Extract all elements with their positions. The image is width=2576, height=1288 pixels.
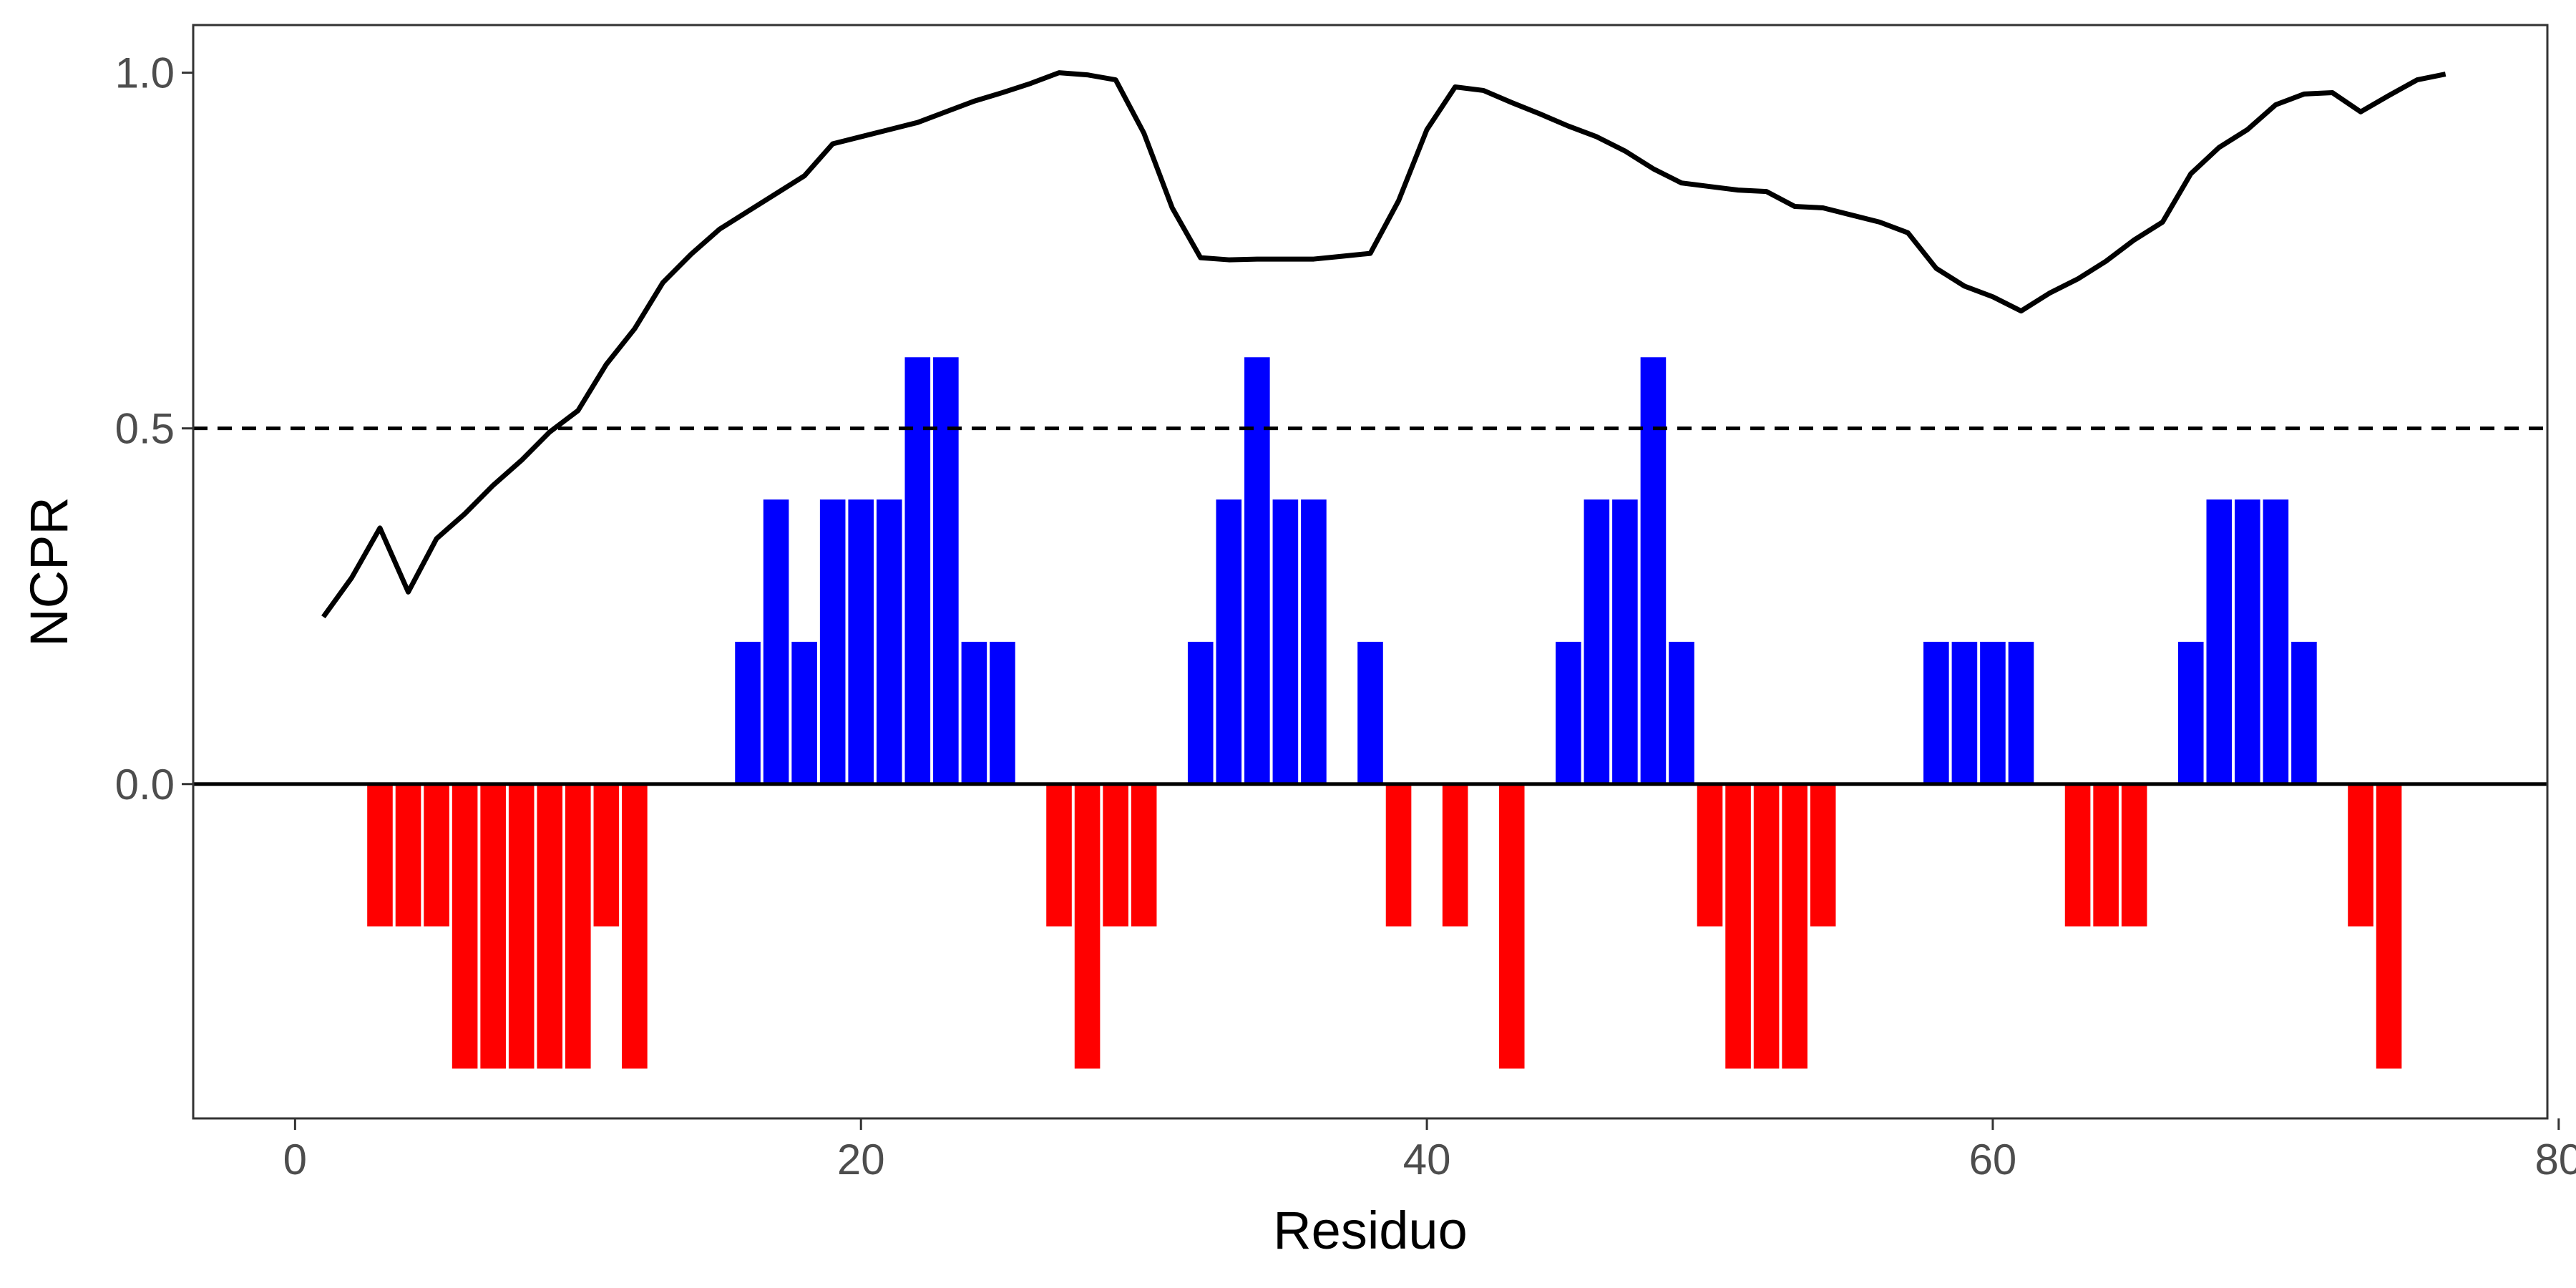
negative-bar bbox=[480, 784, 506, 1069]
negative-bar bbox=[395, 784, 421, 927]
positive-bar bbox=[1923, 641, 1949, 784]
y-tick-label: 0.5 bbox=[115, 405, 175, 453]
negative-bar bbox=[565, 784, 591, 1069]
positive-bar bbox=[2177, 641, 2204, 784]
negative-bar bbox=[1782, 784, 1807, 1069]
negative-bar bbox=[2064, 784, 2091, 927]
bars-layer bbox=[367, 357, 2402, 1069]
negative-bar bbox=[1498, 784, 1525, 1069]
positive-bar bbox=[1357, 641, 1383, 784]
positive-bar bbox=[1669, 641, 1694, 784]
positive-bar bbox=[2263, 499, 2289, 784]
positive-bar bbox=[1272, 499, 1299, 784]
y-tick-label: 1.0 bbox=[115, 49, 175, 97]
negative-bar bbox=[1753, 784, 1780, 1069]
positive-bar bbox=[2206, 499, 2233, 784]
negative-bar bbox=[1385, 784, 1412, 927]
negative-bar bbox=[1046, 784, 1072, 927]
negative-bar bbox=[1103, 784, 1128, 927]
positive-bar bbox=[1951, 641, 1978, 784]
positive-bar bbox=[904, 357, 931, 784]
positive-bar bbox=[961, 641, 987, 784]
positive-bar bbox=[1244, 357, 1270, 784]
positive-bar bbox=[848, 499, 874, 784]
negative-bar bbox=[1131, 784, 1157, 927]
x-tick-label: 60 bbox=[1969, 1136, 2017, 1184]
negative-bar bbox=[1725, 784, 1751, 1069]
positive-bar bbox=[990, 641, 1015, 784]
positive-bar bbox=[1216, 499, 1242, 784]
positive-bar bbox=[2008, 641, 2034, 784]
positive-bar bbox=[2291, 641, 2317, 784]
x-axis: 0 20 40 60 80 bbox=[283, 1118, 2576, 1184]
negative-bar bbox=[2348, 784, 2373, 927]
positive-bar bbox=[2235, 499, 2260, 784]
positive-bar bbox=[1640, 357, 1667, 784]
positive-bar bbox=[1980, 641, 2006, 784]
x-tick-label: 20 bbox=[837, 1136, 885, 1184]
positive-bar bbox=[1584, 499, 1610, 784]
positive-bar bbox=[933, 357, 959, 784]
positive-bar bbox=[1556, 641, 1581, 784]
reference-lines bbox=[193, 426, 2547, 786]
negative-bar bbox=[622, 784, 648, 1069]
panel-border bbox=[192, 24, 2549, 1120]
positive-bar bbox=[1612, 499, 1638, 784]
negative-bar bbox=[2121, 784, 2147, 927]
positive-bar bbox=[876, 499, 902, 784]
negative-bar bbox=[424, 784, 449, 927]
line-layer bbox=[321, 70, 2446, 619]
ncpr-smoothed-line bbox=[321, 70, 2446, 619]
negative-bar bbox=[537, 784, 563, 1069]
negative-bar bbox=[1442, 784, 1468, 927]
positive-bar bbox=[735, 641, 761, 784]
negative-bar bbox=[1697, 784, 1723, 927]
y-axis-title: NCPR bbox=[19, 497, 79, 647]
negative-bar bbox=[2376, 784, 2402, 1069]
negative-bar bbox=[367, 784, 393, 927]
negative-bar bbox=[1074, 784, 1101, 1069]
positive-bar bbox=[763, 499, 789, 784]
x-tick-label: 0 bbox=[283, 1136, 307, 1184]
x-axis-title: Residuo bbox=[1273, 1201, 1468, 1260]
positive-bar bbox=[1187, 641, 1214, 784]
positive-bar bbox=[819, 499, 846, 784]
positive-bar bbox=[791, 641, 817, 784]
x-tick-label: 40 bbox=[1403, 1136, 1451, 1184]
negative-bar bbox=[452, 784, 478, 1069]
positive-bar bbox=[1301, 499, 1327, 784]
negative-bar bbox=[508, 784, 535, 1069]
x-tick-label: 80 bbox=[2534, 1136, 2576, 1184]
negative-bar bbox=[2093, 784, 2119, 927]
y-tick-label: 0.0 bbox=[115, 761, 175, 809]
negative-bar bbox=[1810, 784, 1836, 927]
y-axis: 0.0 0.5 1.0 bbox=[115, 49, 193, 809]
negative-bar bbox=[593, 784, 620, 927]
